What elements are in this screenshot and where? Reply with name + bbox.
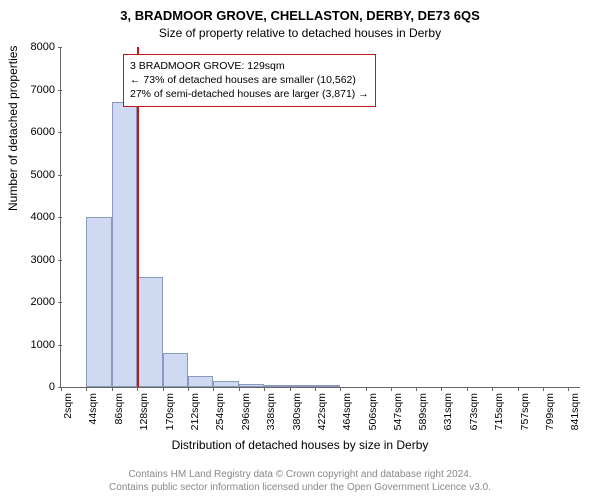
plot-area: 010002000300040005000600070008000 3 BRAD…	[60, 48, 580, 388]
x-tick-mark	[86, 387, 87, 391]
x-tick-label: 212sqm	[189, 393, 201, 430]
x-axis-label: Distribution of detached houses by size …	[0, 438, 600, 452]
annotation-line-2: ← 73% of detached houses are smaller (10…	[130, 73, 369, 87]
x-tick-label: 338sqm	[265, 393, 277, 430]
x-tick-mark	[239, 387, 240, 391]
x-tick-label: 296sqm	[240, 393, 252, 430]
histogram-bar	[188, 376, 213, 387]
x-tick-label: 673sqm	[468, 393, 480, 430]
x-tick-mark	[543, 387, 544, 391]
x-tick-mark	[391, 387, 392, 391]
histogram-bar	[163, 353, 188, 387]
annotation-line-3: 27% of semi-detached houses are larger (…	[130, 87, 369, 101]
histogram-bar	[264, 385, 289, 387]
x-tick-mark	[366, 387, 367, 391]
y-tick: 3000	[15, 254, 61, 266]
chart-title-sub: Size of property relative to detached ho…	[0, 26, 600, 40]
x-tick-mark	[568, 387, 569, 391]
x-tick-label: 380sqm	[291, 393, 303, 430]
histogram-bar	[239, 384, 264, 387]
x-tick-label: 506sqm	[367, 393, 379, 430]
x-tick-mark	[290, 387, 291, 391]
x-tick-label: 464sqm	[341, 393, 353, 430]
y-tick: 1000	[15, 339, 61, 351]
x-tick-mark	[213, 387, 214, 391]
histogram-bar	[315, 385, 340, 387]
y-tick: 7000	[15, 84, 61, 96]
histogram-bar	[213, 381, 238, 387]
x-tick-label: 128sqm	[138, 393, 150, 430]
x-tick-mark	[467, 387, 468, 391]
x-tick-mark	[188, 387, 189, 391]
y-tick: 0	[15, 381, 61, 393]
y-tick: 8000	[15, 41, 61, 53]
property-size-chart: 3, BRADMOOR GROVE, CHELLASTON, DERBY, DE…	[0, 0, 600, 500]
x-tick-mark	[315, 387, 316, 391]
caption-line-2: Contains public sector information licen…	[0, 481, 600, 494]
y-tick: 5000	[15, 169, 61, 181]
x-tick-mark	[416, 387, 417, 391]
histogram-bar	[290, 385, 315, 387]
chart-caption: Contains HM Land Registry data © Crown c…	[0, 468, 600, 494]
x-tick-label: 841sqm	[569, 393, 581, 430]
x-tick-label: 86sqm	[113, 393, 125, 425]
x-tick-label: 799sqm	[544, 393, 556, 430]
annotation-line-1: 3 BRADMOOR GROVE: 129sqm	[130, 59, 369, 73]
histogram-bar	[86, 217, 111, 387]
histogram-bar	[112, 102, 137, 387]
x-tick-mark	[137, 387, 138, 391]
x-tick-mark	[492, 387, 493, 391]
x-tick-mark	[518, 387, 519, 391]
x-tick-label: 170sqm	[164, 393, 176, 430]
x-tick-label: 547sqm	[392, 393, 404, 430]
x-tick-mark	[112, 387, 113, 391]
x-tick-mark	[441, 387, 442, 391]
y-tick: 2000	[15, 296, 61, 308]
annotation-box: 3 BRADMOOR GROVE: 129sqm ← 73% of detach…	[123, 54, 376, 107]
histogram-bar	[137, 277, 162, 388]
y-tick: 6000	[15, 126, 61, 138]
x-tick-label: 2sqm	[62, 393, 74, 419]
caption-line-1: Contains HM Land Registry data © Crown c…	[0, 468, 600, 481]
x-tick-label: 757sqm	[519, 393, 531, 430]
x-tick-label: 254sqm	[214, 393, 226, 430]
chart-title-main: 3, BRADMOOR GROVE, CHELLASTON, DERBY, DE…	[0, 8, 600, 23]
y-tick: 4000	[15, 211, 61, 223]
x-tick-label: 589sqm	[417, 393, 429, 430]
x-tick-label: 631sqm	[442, 393, 454, 430]
x-tick-mark	[163, 387, 164, 391]
x-tick-mark	[340, 387, 341, 391]
x-tick-mark	[264, 387, 265, 391]
x-tick-label: 422sqm	[316, 393, 328, 430]
x-tick-label: 44sqm	[87, 393, 99, 425]
x-tick-mark	[61, 387, 62, 391]
x-tick-label: 715sqm	[493, 393, 505, 430]
